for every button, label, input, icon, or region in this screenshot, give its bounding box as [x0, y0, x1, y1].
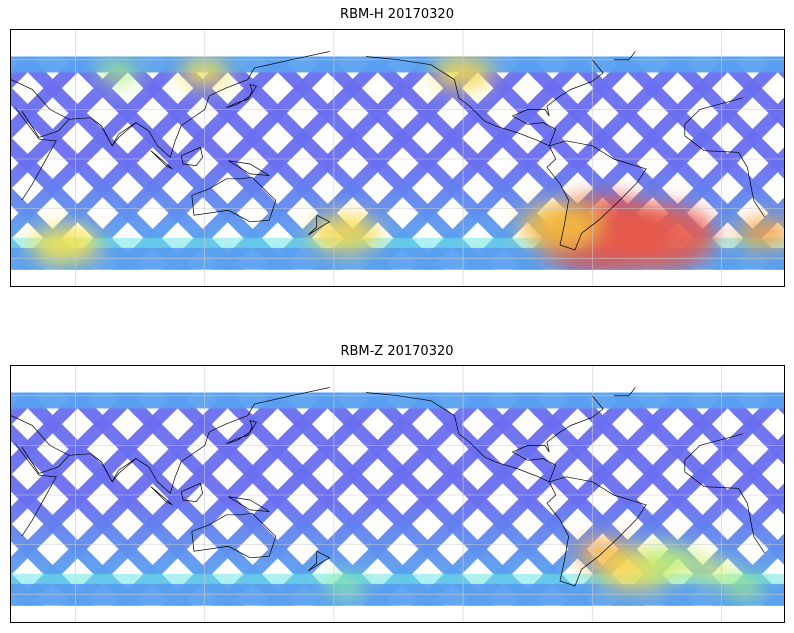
- swath-layer: [11, 392, 784, 606]
- coastline: [180, 482, 203, 502]
- hotspot: [98, 62, 139, 84]
- coastline: [366, 392, 550, 483]
- hotspot: [637, 544, 698, 578]
- coastline: [21, 446, 70, 474]
- coastline: [191, 176, 277, 223]
- south-cap: [11, 583, 784, 606]
- coastline: [191, 512, 277, 559]
- graticule: [11, 30, 784, 286]
- hotspot: [29, 225, 100, 265]
- coastline: [15, 97, 765, 218]
- coastline: [546, 140, 647, 251]
- coastline: [613, 387, 636, 397]
- coastline: [546, 476, 647, 587]
- north-cap: [11, 392, 784, 409]
- coastline: [150, 150, 173, 170]
- panel-title: RBM-H 20170320: [340, 7, 454, 22]
- hotspot: [722, 574, 763, 597]
- hotspot: [690, 558, 731, 581]
- coastline: [180, 146, 203, 166]
- coastline: [21, 110, 70, 138]
- coastline: [228, 496, 270, 512]
- hotspot: [324, 574, 365, 597]
- swath-ascending: [711, 56, 784, 129]
- swath-ascending: [711, 392, 784, 465]
- south-cap-edge: [11, 237, 784, 248]
- coastline: [90, 453, 137, 483]
- coastlines: [11, 387, 765, 587]
- map-plot: [11, 30, 784, 286]
- hotspot-layer: [324, 537, 763, 597]
- coastline: [613, 51, 636, 61]
- panel-title: RBM-Z 20170320: [340, 344, 454, 359]
- map-plot: [11, 366, 784, 622]
- coastline: [228, 160, 270, 176]
- coastline: [90, 117, 137, 147]
- hotspot: [519, 203, 600, 248]
- coastline: [11, 387, 330, 494]
- coastline: [11, 51, 330, 158]
- hotspot: [309, 214, 380, 253]
- coastline: [366, 56, 550, 147]
- map-frame: [10, 29, 785, 287]
- coastline: [226, 84, 257, 109]
- south-cap-edge: [11, 573, 784, 584]
- coastline: [150, 486, 173, 506]
- coastline: [511, 59, 604, 146]
- hotspot: [596, 203, 717, 270]
- coastline: [226, 420, 257, 445]
- map-frame: [10, 365, 785, 623]
- hotspot: [736, 218, 784, 249]
- coastline: [511, 395, 604, 482]
- coastlines: [11, 51, 765, 251]
- coastline: [307, 550, 331, 572]
- coastline: [15, 433, 765, 554]
- coastline: [307, 214, 331, 236]
